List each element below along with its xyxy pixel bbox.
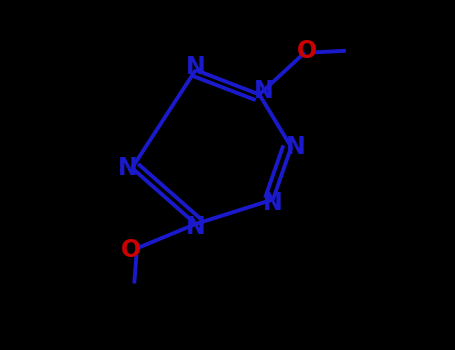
Text: O: O xyxy=(297,39,317,63)
Text: N: N xyxy=(186,55,206,78)
Text: N: N xyxy=(286,135,306,159)
Text: N: N xyxy=(263,191,283,215)
Text: N: N xyxy=(254,79,274,103)
Text: O: O xyxy=(121,238,141,262)
Text: N: N xyxy=(117,156,137,180)
Text: N: N xyxy=(186,216,206,239)
